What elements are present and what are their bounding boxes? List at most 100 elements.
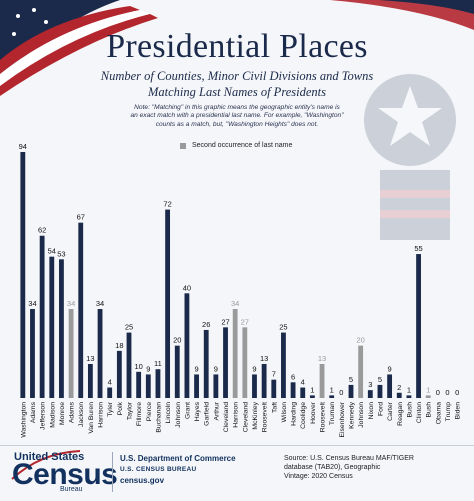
category-label: Reagan	[397, 402, 404, 426]
category-label: Johnson	[358, 402, 365, 428]
data-label: 9	[194, 364, 198, 373]
category-label: Washington	[20, 402, 27, 438]
chart-subtitle: Number of Counties, Minor Civil Division…	[60, 68, 414, 100]
category-label: Adams	[69, 401, 76, 423]
bar	[416, 254, 421, 398]
category-label: Carter	[387, 401, 394, 421]
data-label: 3	[368, 380, 372, 389]
data-label: 34	[28, 299, 36, 308]
data-label: 20	[356, 336, 364, 345]
bar	[367, 390, 373, 398]
source-line: database (TAB20), Geographic	[284, 464, 381, 471]
category-label: Clinton	[416, 402, 423, 423]
data-label: 18	[115, 341, 123, 350]
data-label: 7	[272, 370, 276, 379]
bar	[165, 209, 171, 398]
flag-stripe-white	[0, 10, 150, 86]
data-label: 27	[241, 317, 249, 326]
data-label: 94	[19, 142, 27, 151]
category-label: Wilson	[281, 402, 288, 423]
category-label: Fillmore	[136, 402, 143, 426]
bar	[136, 371, 142, 398]
data-label: 55	[414, 244, 422, 253]
category-label: Harrison	[233, 402, 240, 428]
category-label: Bush	[406, 402, 413, 418]
census-logo: Census	[12, 458, 118, 491]
note-line: Note: "Matching" in this graphic means t…	[134, 104, 340, 111]
category-label: Madison	[49, 402, 56, 428]
category-label: Buchanan	[155, 402, 162, 433]
footer-divider	[0, 445, 474, 446]
bar	[39, 235, 45, 398]
bar	[87, 363, 93, 398]
flag-stripe-red-2	[0, 14, 158, 96]
bar	[387, 374, 393, 398]
category-label: Biden	[455, 402, 462, 420]
bar	[78, 222, 84, 398]
bar	[49, 256, 55, 398]
bar	[309, 395, 315, 398]
category-label: Roosevelt	[262, 402, 269, 432]
category-label: Arthur	[213, 401, 220, 420]
category-label: Taylor	[127, 401, 134, 420]
website-link[interactable]: census.gov	[120, 476, 165, 485]
data-label: 53	[57, 249, 65, 258]
category-label: Roosevelt	[320, 402, 327, 432]
data-label: 26	[202, 320, 210, 329]
category-label: Polk	[117, 401, 124, 415]
category-label: Johnson	[175, 402, 182, 428]
bar	[271, 379, 277, 398]
flag-swoosh-decoration	[0, 0, 120, 80]
bar	[319, 363, 325, 398]
bar	[290, 382, 296, 398]
bar	[213, 374, 219, 398]
data-label: 5	[349, 375, 353, 384]
bar	[20, 152, 26, 398]
data-label: 9	[252, 364, 256, 373]
subtitle-line: Matching Last Names of Presidents	[147, 85, 326, 99]
legend-swatch-second-occurrence	[180, 142, 186, 149]
data-label: 25	[125, 323, 133, 332]
chart-note: Note: "Matching" in this graphic means t…	[112, 104, 362, 129]
star-icon	[44, 20, 48, 24]
data-label: 13	[318, 354, 326, 363]
bar	[300, 387, 306, 398]
bar	[145, 374, 151, 398]
category-label: Jackson	[78, 402, 85, 427]
data-label: 9	[214, 364, 218, 373]
data-label: 5	[378, 375, 382, 384]
bar	[252, 374, 257, 398]
category-label: Eisenhower	[339, 401, 346, 437]
data-label: 40	[183, 283, 191, 292]
category-label: Tyler	[107, 401, 114, 416]
data-label: 4	[301, 378, 305, 387]
category-label: Kennedy	[349, 401, 356, 428]
bar	[358, 345, 364, 398]
bar	[281, 332, 286, 398]
data-label: 2	[397, 383, 401, 392]
data-label: 0	[436, 388, 440, 397]
category-label: Coolidge	[300, 402, 307, 429]
star-icon	[32, 8, 36, 12]
category-label: Nixon	[368, 402, 375, 420]
category-label: Harrison	[98, 402, 105, 428]
data-label: 34	[96, 299, 104, 308]
bar	[184, 293, 190, 398]
bar	[68, 309, 74, 398]
bar	[261, 363, 267, 398]
data-label: 9	[146, 364, 150, 373]
bar	[223, 327, 228, 398]
data-label: 67	[77, 213, 85, 222]
data-label: 0	[339, 388, 343, 397]
data-label: 0	[455, 388, 459, 397]
bar	[242, 327, 248, 398]
category-label: Monroe	[59, 402, 66, 425]
data-label: 0	[445, 388, 449, 397]
census-logo-swoosh-icon	[11, 450, 81, 480]
data-label: 54	[48, 247, 56, 256]
bar	[107, 387, 113, 398]
category-label: Pierce	[146, 402, 153, 421]
data-label: 62	[38, 226, 46, 235]
subtitle-line: Number of Counties, Minor Civil Division…	[100, 69, 374, 83]
